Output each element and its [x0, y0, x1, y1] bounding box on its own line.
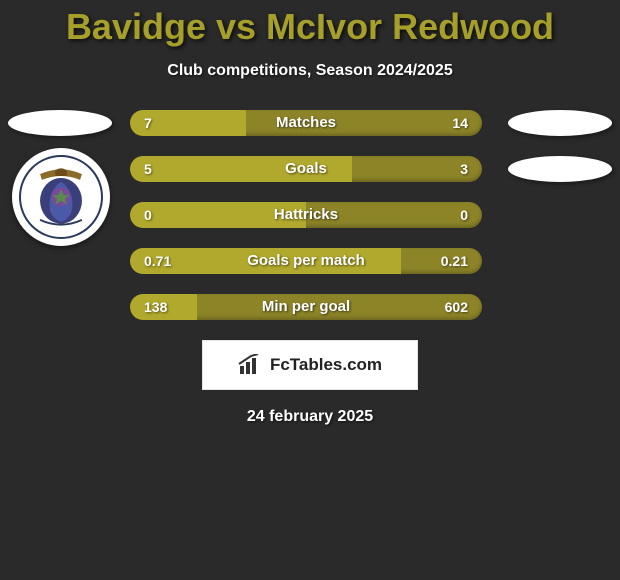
stats-body: 7 Matches 14 5 Goals 3 0 Hattricks 0 0.7… — [0, 110, 620, 320]
stat-label: Goals — [130, 156, 482, 182]
stat-bar-min-per-goal: 138 Min per goal 602 — [130, 294, 482, 320]
bar-chart-icon — [238, 354, 264, 376]
stat-bar-goals: 5 Goals 3 — [130, 156, 482, 182]
stat-value-right: 0 — [460, 202, 468, 228]
stat-label: Hattricks — [130, 202, 482, 228]
stat-bar-matches: 7 Matches 14 — [130, 110, 482, 136]
player-left-silhouette-icon — [8, 110, 112, 136]
site-logo[interactable]: FcTables.com — [202, 340, 418, 390]
page-subtitle: Club competitions, Season 2024/2025 — [0, 62, 620, 80]
stat-bar-goals-per-match: 0.71 Goals per match 0.21 — [130, 248, 482, 274]
club-right-ellipse-icon — [508, 156, 612, 182]
site-logo-text: FcTables.com — [270, 355, 382, 375]
stat-value-right: 3 — [460, 156, 468, 182]
stat-value-right: 602 — [445, 294, 468, 320]
club-left-crest-icon — [12, 148, 110, 246]
player-right-silhouette-icon — [508, 110, 612, 136]
inverness-crest-svg — [21, 155, 101, 239]
stat-value-right: 0.21 — [441, 248, 468, 274]
stat-label: Matches — [130, 110, 482, 136]
stat-bars: 7 Matches 14 5 Goals 3 0 Hattricks 0 0.7… — [130, 110, 482, 320]
page-title: Bavidge vs McIvor Redwood — [0, 0, 620, 48]
stat-bar-hattricks: 0 Hattricks 0 — [130, 202, 482, 228]
stat-label: Goals per match — [130, 248, 482, 274]
stat-value-right: 14 — [452, 110, 468, 136]
stat-label: Min per goal — [130, 294, 482, 320]
snapshot-date: 24 february 2025 — [0, 408, 620, 426]
